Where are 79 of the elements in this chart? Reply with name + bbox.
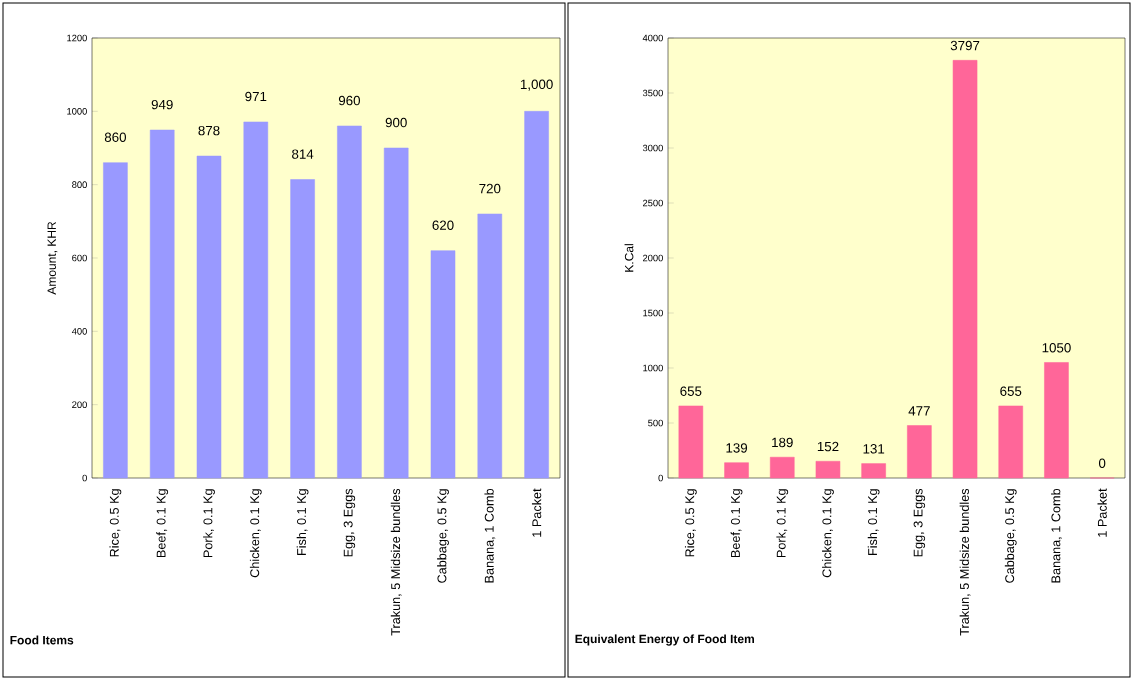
- y-tick-label: 0: [82, 474, 87, 482]
- y-tick-label: 4000: [642, 34, 663, 42]
- bar: [1044, 362, 1069, 479]
- data-label: 0: [1098, 458, 1106, 468]
- y-tick-label: 0: [658, 474, 663, 482]
- x-tick-label: Egg, 3 Eggs: [343, 488, 356, 557]
- x-tick-label: Banana, 1 Comb: [484, 488, 496, 583]
- y-tick-label: 800: [72, 181, 87, 188]
- x-tick-label: Pork, 0.1 Kg: [203, 489, 215, 558]
- x-tick-label: Trakun, 5 Midsize bundles: [390, 488, 402, 636]
- y-axis-title: Amount, KHR: [47, 221, 58, 295]
- y-tick-label: 1500: [643, 309, 663, 317]
- bar: [678, 405, 704, 479]
- data-label: 655: [680, 386, 702, 396]
- x-tick-label: Fish, 0.1 Kg: [867, 489, 880, 555]
- x-tick-label: 1 Packet: [1097, 488, 1107, 537]
- bar: [952, 60, 978, 479]
- data-label: 1,000: [520, 79, 553, 91]
- x-tick-label: Beef, 0.1 Kg: [156, 489, 169, 558]
- y-tick-label: 3500: [642, 89, 663, 97]
- bar: [861, 463, 886, 479]
- y-tick-label: 2000: [642, 254, 663, 262]
- bar: [243, 121, 269, 479]
- x-tick-label: Chicken, 0.1 Kg: [822, 489, 834, 578]
- data-label: 878: [198, 125, 220, 136]
- data-label: 720: [479, 183, 501, 194]
- data-label: 814: [292, 149, 314, 159]
- bar: [524, 111, 549, 479]
- y-tick-label: 400: [71, 328, 87, 335]
- data-label: 139: [726, 443, 748, 453]
- y-tick-label: 1000: [643, 364, 663, 372]
- data-label: 1050: [1042, 343, 1071, 353]
- bar: [149, 129, 175, 479]
- bar: [815, 461, 841, 479]
- y-tick-label: 3000: [642, 144, 663, 152]
- x-tick-label: Cabbage, 0.5 Kg: [437, 489, 449, 583]
- y-tick-label: 200: [72, 401, 87, 408]
- y-tick-label: 600: [72, 254, 87, 262]
- data-label: 477: [908, 406, 930, 416]
- x-tick-label: Banana, 1 Comb: [1051, 488, 1062, 583]
- bar: [724, 462, 749, 479]
- y-tick-label: 2500: [642, 199, 663, 207]
- x-tick-label: Rice, 0.5 Kg: [684, 489, 697, 557]
- bar: [769, 456, 795, 479]
- data-label: 860: [104, 132, 126, 142]
- bar: [907, 425, 932, 479]
- bar: [477, 213, 503, 479]
- x-tick-label: Trakun, 5 Midsize bundles: [959, 488, 971, 636]
- y-tick-label: 500: [648, 419, 663, 427]
- bar: [430, 250, 456, 479]
- x-tick-label: 1 Packet: [531, 488, 542, 537]
- x-tick-label: Rice, 0.5 Kg: [109, 489, 122, 557]
- data-label: 152: [817, 441, 839, 452]
- x-tick-label: Beef, 0.1 Kg: [730, 489, 743, 558]
- bar: [103, 162, 128, 479]
- x-tick-label: Cabbage, 0.5 Kg: [1004, 489, 1017, 583]
- bar: [290, 179, 315, 479]
- y-axis-title: K.Cal: [624, 244, 634, 272]
- x-tick-label: Fish, 0.1 Kg: [296, 489, 309, 555]
- data-label: 189: [772, 437, 793, 448]
- data-label: 655: [1000, 386, 1022, 396]
- bar: [998, 405, 1024, 479]
- data-label: 949: [151, 99, 173, 110]
- x-tick-label: Egg, 3 Eggs: [913, 488, 926, 557]
- data-label: 3797: [950, 40, 980, 51]
- x-tick-label: Chicken, 0.1 Kg: [249, 489, 262, 578]
- bar: [196, 155, 222, 479]
- x-axis-title: Food Items: [10, 635, 74, 645]
- data-label: 131: [863, 444, 885, 454]
- bar: [337, 125, 362, 479]
- y-tick-label: 1200: [67, 34, 87, 42]
- x-tick-label: Pork, 0.1 Kg: [776, 489, 789, 558]
- data-label: 620: [432, 220, 454, 230]
- data-label: 900: [385, 117, 407, 128]
- bar: [383, 147, 409, 479]
- data-label: 971: [245, 91, 267, 102]
- x-axis-title: Equivalent Energy of Food Item: [575, 634, 755, 646]
- y-tick-label: 1000: [67, 108, 87, 115]
- data-label: 960: [338, 95, 361, 106]
